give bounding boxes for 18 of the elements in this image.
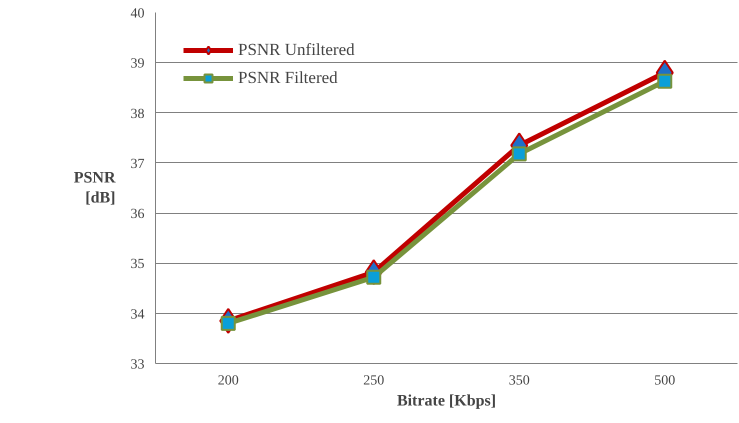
x-axis-title: Bitrate [Kbps]: [396, 392, 496, 410]
point: [657, 74, 672, 89]
point: [512, 146, 527, 162]
y-tick-label: 39: [130, 56, 144, 72]
y-tick-label: 37: [130, 156, 144, 172]
x-tick-label: 350: [508, 374, 530, 388]
x-tick-label: 250: [363, 374, 384, 388]
y-tick-label: 34: [130, 307, 144, 322]
y-tick-label: 35: [130, 257, 144, 272]
y-tick-label: 33: [130, 358, 144, 372]
legend-label: PSNR Filtered: [238, 68, 338, 88]
y-tick-label: 38: [130, 106, 144, 122]
y-axis-title: PSNR [dB]: [74, 169, 116, 207]
legend-label: PSNR Unfiltered: [238, 40, 355, 60]
x-tick-label: 200: [218, 374, 239, 388]
y-tick-label: 40: [130, 6, 144, 22]
x-tick-label: 500: [654, 374, 676, 388]
y-tick-label: 36: [130, 207, 144, 222]
